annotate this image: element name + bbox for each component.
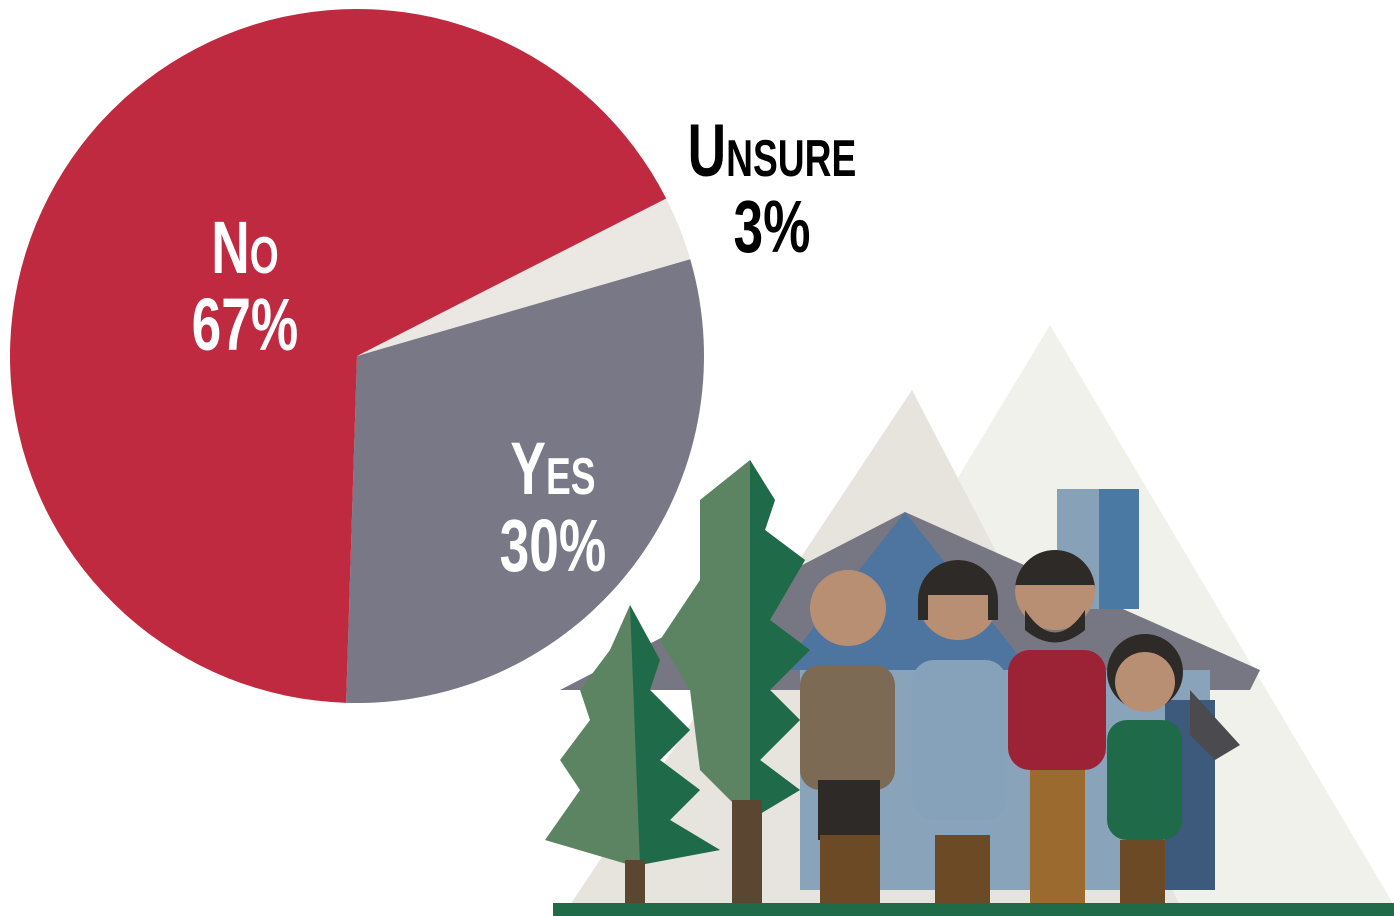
pie-slice [346,259,704,703]
slice-value-label: 67% [192,283,299,366]
pie-slice [9,8,667,703]
slice-label: No [211,206,278,289]
slice-label: Yes [510,427,595,510]
slice-value-label: 3% [733,185,810,268]
pie-slice [357,198,691,356]
illustration [545,325,1394,916]
slice-label: Unsure [688,109,857,192]
slice-value-label: 30% [500,504,607,587]
